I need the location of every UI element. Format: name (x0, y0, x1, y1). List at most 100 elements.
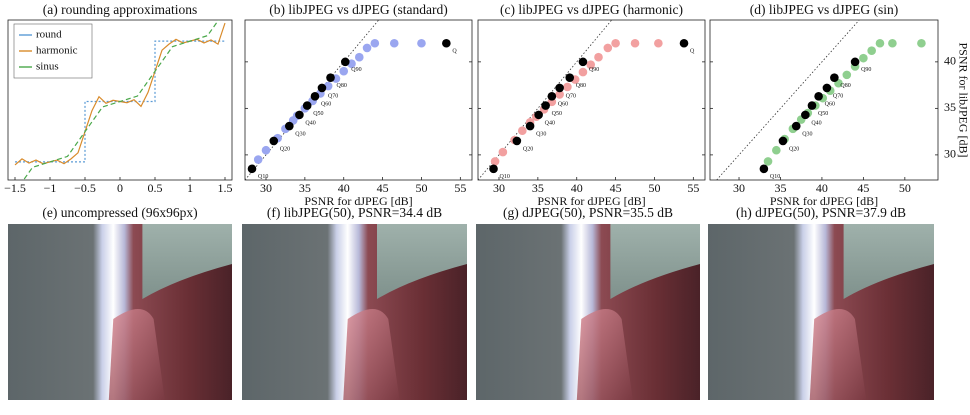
data-point (354, 52, 364, 62)
point-label: Q80 (576, 83, 586, 89)
data-point (498, 147, 508, 157)
data-point (859, 53, 868, 63)
data-point (302, 101, 312, 110)
point-label: Q80 (337, 83, 347, 89)
data-point (917, 38, 926, 48)
y-axis-label: PSNR for libJPEG [dB] (956, 42, 970, 157)
data-point (778, 136, 788, 146)
point-label: Q30 (295, 131, 305, 137)
data-point (253, 155, 263, 164)
point-label: Q40 (811, 120, 821, 126)
data-point (525, 121, 535, 131)
data-point (340, 57, 350, 67)
x-tick-label: 40 (816, 181, 828, 195)
x-tick-label: 35 (532, 181, 544, 195)
data-point (867, 46, 876, 55)
diagonal-reference (716, 20, 860, 180)
data-point (563, 82, 572, 92)
image-sky (377, 224, 467, 299)
y-tick-label: 35 (944, 100, 956, 114)
plot-frame (709, 19, 939, 181)
data-point (822, 83, 832, 93)
data-point (295, 110, 304, 120)
data-point (654, 38, 663, 48)
legend-label: round (36, 29, 62, 41)
x-tick-label: 55 (687, 181, 699, 195)
plot-frame (477, 19, 706, 181)
chart-title: (b) libJPEG vs dJPEG (standard) (269, 2, 448, 17)
chart-panel: (b) libJPEG vs dJPEG (standard) 30 35 40 45 5… (244, 2, 473, 208)
x-tick-label: 30 (493, 181, 505, 195)
point-label: Q (690, 49, 695, 55)
data-point (791, 121, 801, 131)
x-axis-label: PSNR for dJPEG [dB] (770, 194, 878, 208)
data-point (875, 38, 885, 48)
point-label: Q60 (558, 102, 568, 108)
point-label: Q50 (552, 111, 562, 117)
x-tick-label: 50 (899, 181, 911, 195)
data-point (310, 91, 320, 101)
x-tick-label: 45 (610, 181, 622, 195)
data-point (285, 121, 294, 131)
data-point (759, 164, 769, 174)
diagonal-reference (478, 20, 613, 180)
x-tick-label: 45 (857, 181, 869, 195)
point-label: Q20 (789, 146, 799, 152)
data-point (850, 57, 860, 67)
point-label: Q90 (589, 67, 599, 73)
x-tick-label: 50 (415, 181, 427, 195)
image-title: (g) dJPEG(50), PSNR=35.5 dB (503, 205, 673, 220)
x-tick-label: 45 (377, 181, 389, 195)
chart-title: (d) libJPEG vs dJPEG (sin) (750, 2, 899, 17)
x-tick-label: −0.5 (74, 181, 96, 195)
point-label: Q90 (351, 67, 361, 73)
data-point (489, 164, 498, 174)
data-point (389, 38, 399, 48)
data-point (611, 38, 620, 48)
legend-label: harmonic (36, 45, 78, 57)
data-point (442, 38, 451, 48)
image-title: (f) libJPEG(50), PSNR=34.4 dB (267, 205, 442, 220)
data-point (814, 91, 823, 101)
data-point (586, 60, 596, 69)
series-line (22, 20, 220, 180)
point-label: Q70 (566, 93, 576, 99)
data-point (578, 67, 588, 77)
image-title: (h) dJPEG(50), PSNR=37.9 dB (736, 205, 906, 220)
image-red (108, 309, 165, 400)
point-label: Q30 (536, 131, 546, 137)
x-tick-label: 0.5 (148, 181, 163, 195)
point-label: Q40 (305, 120, 315, 126)
image-sky (610, 224, 700, 299)
data-point (512, 136, 522, 146)
data-point (842, 70, 852, 80)
data-point (565, 73, 575, 82)
x-axis-label: PSNR for dJPEG [dB] (537, 194, 645, 208)
point-label: Q60 (321, 102, 331, 108)
data-point (261, 145, 271, 155)
point-label: Q30 (802, 131, 812, 137)
data-point (326, 73, 335, 82)
data-point (555, 83, 564, 93)
data-point (594, 52, 603, 62)
image-title: (e) uncompressed (96x96px) (42, 205, 197, 220)
legend-label: sinus (36, 61, 59, 73)
data-point (547, 91, 557, 101)
data-point (603, 43, 613, 53)
image-red (809, 309, 867, 400)
data-point (679, 38, 689, 48)
chart-title: (c) libJPEG vs dJPEG (harmonic) (500, 2, 683, 17)
point-label: Q20 (523, 146, 533, 152)
chart-panel: (c) libJPEG vs dJPEG (harmonic) 30 35 40 45 5… (477, 2, 706, 208)
point-label: Q10 (500, 174, 510, 180)
image-red (343, 309, 400, 400)
x-tick-label: 35 (299, 181, 311, 195)
data-point (888, 38, 897, 48)
data-point (362, 43, 372, 53)
x-tick-label: 55 (454, 181, 466, 195)
x-tick-label: 35 (774, 181, 786, 195)
image-row: (e) uncompressed (96x96px) (f) libJPEG(50… (8, 205, 934, 400)
x-tick-label: 30 (733, 181, 745, 195)
chart-title: (a) rounding approximations (43, 2, 197, 17)
